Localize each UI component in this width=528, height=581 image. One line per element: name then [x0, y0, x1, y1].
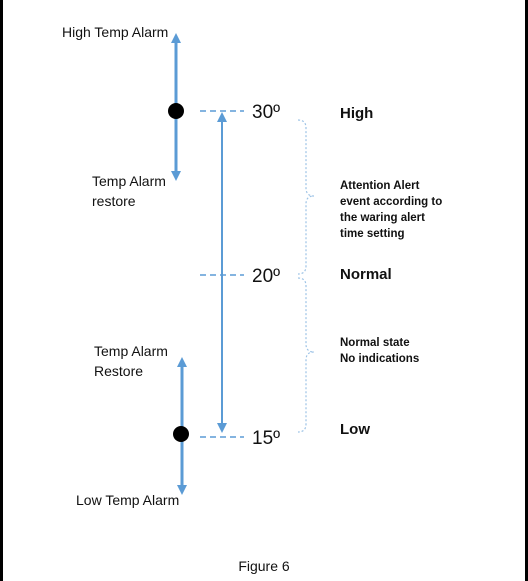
level-normal-label: Normal	[340, 266, 392, 283]
brace-attention	[297, 119, 315, 275]
attention-note-line2: event according to	[340, 196, 442, 208]
temp-30-label: 30º	[252, 102, 280, 123]
temp-alarm-restore-bottom-label-line1: Temp Alarm	[94, 343, 168, 359]
temp-20-label: 20º	[252, 266, 280, 287]
temp-alarm-restore-top-label-line2: restore	[92, 193, 136, 209]
temp-alarm-restore-bottom-label-line2: Restore	[94, 363, 143, 379]
attention-note-line1: Attention Alert	[340, 180, 420, 192]
temp-alarm-restore-top-label-line1: Temp Alarm	[92, 173, 166, 189]
normal-note-line2: No indications	[340, 353, 419, 365]
attention-note-line3: the waring alert	[340, 212, 425, 224]
low-setpoint-dot	[173, 426, 189, 442]
high-setpoint-dot	[168, 103, 184, 119]
level-low-label: Low	[340, 421, 370, 438]
level-high-label: High	[340, 105, 373, 122]
low-temp-alarm-label: Low Temp Alarm	[76, 492, 179, 508]
temp-15-label: 15º	[252, 428, 280, 449]
figure-caption: Figure 6	[238, 558, 290, 574]
brace-normal	[297, 277, 315, 433]
high-temp-alarm-label: High Temp Alarm	[62, 24, 168, 40]
normal-note-line1: Normal state	[340, 337, 410, 349]
attention-note-line4: time setting	[340, 228, 405, 240]
